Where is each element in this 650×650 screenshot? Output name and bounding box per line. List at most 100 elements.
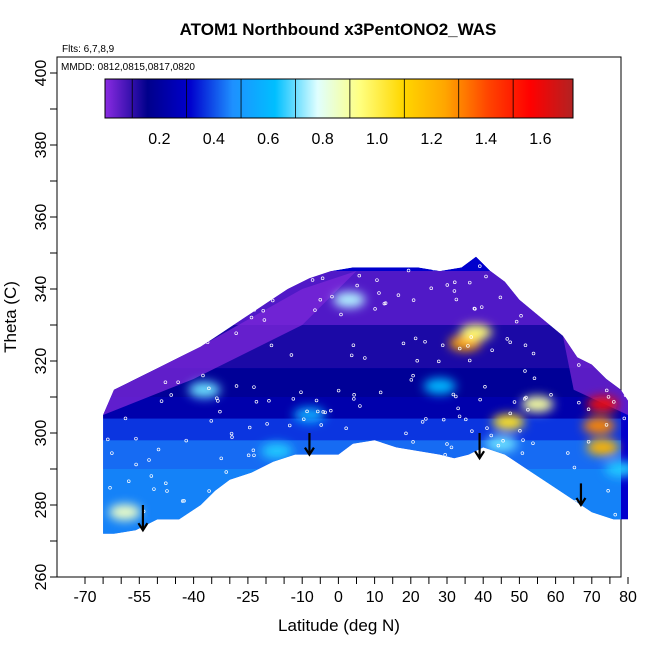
sample-dot	[320, 464, 325, 469]
sample-dot	[123, 416, 128, 421]
sample-dot	[610, 339, 614, 344]
plot-frame	[56, 56, 622, 578]
x-tick-label: -70	[73, 589, 96, 606]
sample-dot	[151, 291, 155, 296]
sample-dot	[501, 439, 505, 443]
sample-dot	[518, 471, 522, 475]
sample-dot	[531, 441, 535, 445]
sample-dot	[249, 315, 254, 320]
sample-dot	[617, 353, 621, 357]
sample-dot	[521, 438, 525, 442]
colorbar-tick-label: 1.4	[475, 131, 497, 148]
sample-dot	[358, 404, 362, 408]
sample-dot	[112, 377, 116, 382]
sample-dot	[251, 448, 256, 453]
x-tick-label: 20	[402, 589, 420, 606]
sample-dot	[252, 453, 256, 458]
sample-dot	[431, 266, 436, 271]
sample-dot	[154, 267, 159, 271]
sample-dot	[478, 264, 482, 268]
colorbar-tick-label: 0.4	[203, 131, 225, 148]
sample-dot	[114, 302, 119, 307]
x-tick-label: -10	[291, 589, 314, 606]
sample-dot	[469, 335, 473, 339]
sample-dot	[420, 420, 425, 424]
sample-dot	[134, 436, 138, 441]
sample-dot	[452, 486, 457, 491]
sample-dot	[490, 348, 494, 352]
x-tick-label: 80	[619, 589, 637, 606]
sample-dot	[172, 291, 177, 295]
sample-dot	[344, 426, 348, 431]
sample-dot	[524, 395, 528, 400]
sample-dot	[451, 392, 456, 397]
sample-dot	[586, 439, 591, 444]
sample-dot	[470, 429, 474, 433]
hotspot	[333, 291, 366, 308]
sample-dot	[558, 302, 563, 306]
arrow-markers	[137, 433, 587, 533]
sample-dot	[229, 431, 234, 436]
sample-dot	[496, 462, 501, 467]
sample-dot	[349, 353, 354, 358]
hotspot	[492, 414, 525, 431]
sample-dot	[508, 340, 512, 345]
x-tick-label: 30	[438, 589, 456, 606]
sample-dot	[566, 451, 570, 455]
sample-dot	[606, 489, 610, 493]
sample-dot	[404, 431, 408, 436]
sample-dot	[457, 414, 462, 419]
sample-dot	[319, 423, 323, 427]
x-axis: -70 -55 -40 -25 -10 0 10 20 30 40 50 60 70 80	[73, 577, 637, 606]
y-tick-label: 400	[33, 60, 50, 87]
y-axis-label: Theta (C)	[1, 281, 20, 353]
sample-dot	[459, 487, 463, 491]
sample-dot	[147, 458, 151, 462]
field-band	[103, 397, 621, 419]
sample-dot	[180, 499, 185, 503]
sample-dot	[222, 320, 226, 325]
sample-dot	[512, 400, 517, 404]
sample-dot	[586, 407, 591, 411]
sample-dot	[265, 422, 269, 426]
sample-dot	[224, 312, 229, 317]
sample-dot	[518, 429, 522, 433]
sample-dot	[334, 507, 339, 511]
sample-dot	[583, 295, 588, 300]
sample-dot	[254, 400, 259, 404]
sample-dot	[156, 447, 161, 452]
sample-dot	[201, 373, 205, 378]
sample-dot	[613, 512, 618, 517]
sample-dot	[383, 301, 388, 305]
sample-dot	[323, 410, 327, 415]
sample-dot	[456, 406, 460, 411]
sample-dot	[169, 393, 173, 397]
sample-dot	[159, 399, 164, 403]
sample-dot	[375, 278, 379, 282]
sample-dot	[481, 506, 486, 510]
sample-dot	[114, 351, 119, 355]
sample-dot	[395, 499, 399, 503]
sample-dot	[413, 336, 418, 341]
sample-dot	[363, 356, 367, 360]
y-tick-label: 260	[33, 564, 50, 591]
sample-dot	[467, 358, 472, 363]
sample-dot	[219, 456, 223, 461]
sample-dot	[316, 409, 320, 414]
sample-dot	[457, 346, 462, 351]
sample-dot	[604, 388, 609, 393]
sample-dot	[191, 288, 195, 292]
sample-dot	[433, 263, 437, 267]
sample-dot	[230, 435, 234, 439]
sample-dot	[373, 307, 377, 311]
sample-dot	[478, 397, 482, 402]
sample-dot	[464, 417, 468, 422]
sample-dot	[485, 426, 489, 430]
sample-dot	[233, 486, 238, 491]
y-tick-label: 360	[33, 204, 50, 231]
sample-dot	[129, 338, 133, 343]
sample-dot	[310, 278, 315, 282]
sample-dot	[448, 500, 452, 505]
x-tick-label: 60	[547, 589, 565, 606]
x-tick-label: 50	[511, 589, 529, 606]
